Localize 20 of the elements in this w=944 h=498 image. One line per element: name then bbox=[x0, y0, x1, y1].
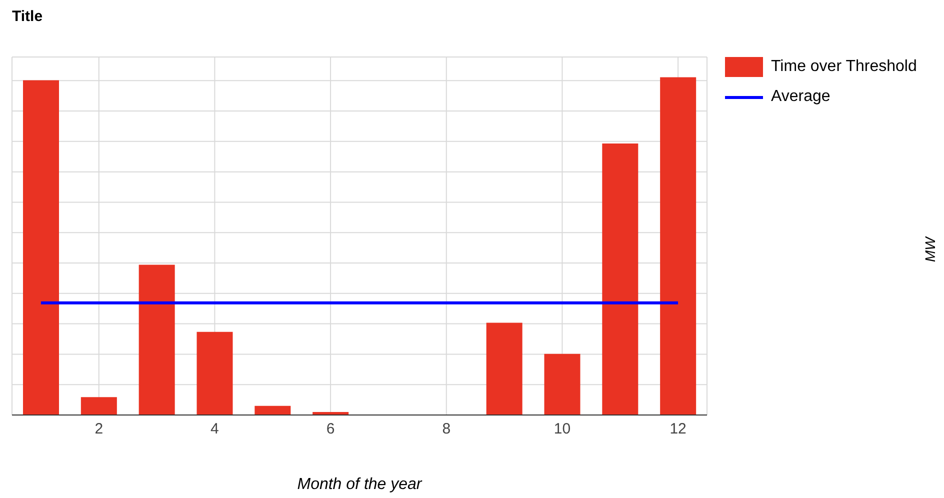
legend-label: Time over Threshold bbox=[771, 58, 917, 76]
x-tick-label: 2 bbox=[94, 420, 104, 438]
bar bbox=[660, 77, 696, 415]
x-tick-label: 6 bbox=[326, 420, 335, 438]
legend-label: Average bbox=[771, 88, 830, 106]
x-tick-label: 10 bbox=[554, 420, 571, 438]
bar bbox=[254, 406, 291, 415]
x-tick-label: 4 bbox=[210, 420, 219, 438]
chart-title: Title bbox=[12, 8, 43, 25]
x-tick-label: 8 bbox=[442, 420, 451, 438]
bar bbox=[196, 332, 233, 415]
bar bbox=[80, 397, 117, 415]
bar bbox=[486, 322, 522, 415]
x-tick-label: 12 bbox=[670, 420, 686, 438]
bar bbox=[602, 143, 638, 415]
x-axis-title: Month of the year bbox=[296, 476, 424, 494]
bar bbox=[544, 354, 580, 415]
bar bbox=[138, 264, 175, 415]
bar bbox=[23, 80, 59, 415]
text: MW bbox=[922, 237, 938, 262]
